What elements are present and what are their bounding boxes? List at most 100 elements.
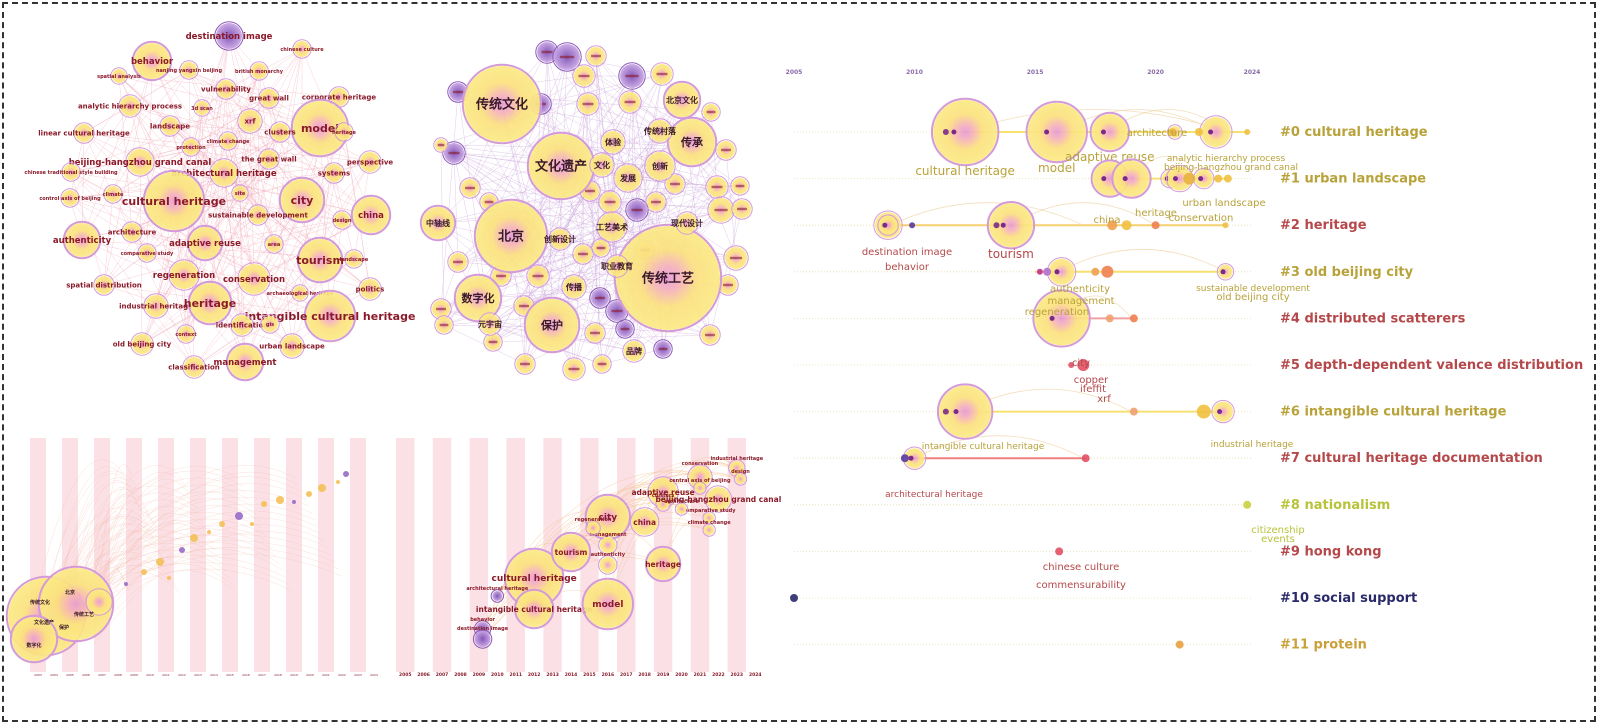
year-tick-label: 2016	[602, 672, 615, 678]
node-ring	[1216, 263, 1235, 281]
node-disc	[456, 276, 500, 320]
citation-link	[33, 459, 125, 605]
timezone-dot	[235, 512, 243, 520]
network-node-label: architectural heritage	[171, 169, 277, 179]
node-ring	[585, 520, 601, 536]
cluster-dot	[1214, 174, 1223, 183]
composite-figure: destination image chinese culture behavior…	[5, 21, 1583, 678]
network-node	[182, 355, 206, 379]
node-disc	[1167, 166, 1192, 191]
cluster-node-label: commensurability	[1036, 580, 1126, 591]
network-node-small-label	[436, 307, 446, 311]
node-disc	[591, 154, 613, 176]
network-link	[83, 132, 335, 174]
node-disc	[95, 276, 113, 294]
node-disc	[480, 314, 500, 334]
network-node	[209, 158, 239, 188]
network-node-small-label	[437, 143, 445, 147]
node-ring	[168, 259, 200, 291]
node-ring	[447, 251, 469, 273]
network-node-label: 3d scan	[191, 106, 213, 112]
node-disc	[694, 483, 705, 493]
year-tick-label: 2021	[322, 673, 330, 677]
node-ring	[176, 324, 196, 344]
node-ring	[675, 211, 699, 235]
cluster-node-center	[908, 455, 914, 461]
network-link	[453, 152, 664, 350]
node-disc	[190, 283, 230, 323]
node-disc	[211, 160, 237, 186]
node-disc	[232, 315, 252, 335]
network-node	[269, 121, 291, 143]
year-band	[432, 438, 452, 672]
network-node-label: analytic hierarchy process	[78, 102, 182, 110]
cluster-node-label: regeneration	[1025, 307, 1089, 318]
network-link	[227, 140, 275, 245]
cluster-node-label: beijing-hangzhou grand canal	[1164, 163, 1298, 173]
node-disc	[325, 164, 343, 182]
node-disc	[217, 80, 235, 98]
node-disc	[657, 498, 670, 510]
network-node-label: 保护	[540, 318, 563, 332]
network-node	[589, 152, 615, 178]
node-disc	[879, 216, 898, 235]
network-node-small-label	[578, 252, 588, 256]
network-link	[469, 187, 722, 211]
timezone-node-label: climate change	[688, 520, 732, 526]
node-disc	[260, 89, 278, 107]
network-node	[258, 148, 280, 170]
year-tick-label: 2008	[114, 673, 122, 677]
network-node-small-label	[714, 208, 728, 212]
cluster-node-center	[1100, 129, 1106, 135]
network-node	[303, 289, 357, 343]
node-ring	[344, 249, 364, 269]
cluster-arc	[1058, 248, 1226, 273]
network-node	[666, 116, 718, 168]
node-disc	[422, 207, 454, 239]
network-node-label: clusters	[264, 128, 295, 136]
node-ring	[181, 137, 201, 157]
year-tick-label: 2024	[749, 672, 762, 678]
cluster-node-label: urban landscape	[1182, 198, 1265, 209]
timezone-node	[550, 531, 592, 573]
node-disc	[12, 617, 56, 661]
cluster-node-center	[953, 409, 959, 415]
network-node-label: authenticity	[53, 236, 112, 246]
node-disc	[476, 201, 546, 271]
cluster-dot	[1129, 314, 1138, 323]
cluster-node-label: chinese culture	[1043, 562, 1120, 573]
node-disc	[624, 341, 644, 361]
network-link	[69, 105, 131, 199]
node-disc	[729, 461, 744, 475]
network-link	[239, 192, 243, 326]
cluster-node-label: events	[1261, 534, 1295, 545]
keyword-network-english: destination image chinese culture behavior…	[24, 21, 415, 382]
node-ring	[589, 287, 611, 309]
network-node-small-label	[670, 182, 680, 186]
cluster-dot	[1183, 172, 1196, 185]
network-node	[225, 342, 265, 382]
node-ring	[215, 78, 237, 100]
node-ring	[666, 116, 718, 168]
node-ring	[419, 204, 457, 242]
node-disc	[1213, 401, 1234, 422]
node-ring	[605, 254, 629, 278]
node-disc	[607, 256, 627, 276]
node-ring	[358, 277, 382, 301]
node-ring	[576, 92, 600, 116]
cluster-node	[1211, 399, 1235, 424]
node-disc	[65, 223, 99, 257]
node-disc	[216, 23, 242, 49]
axis-year-label: 2024	[1244, 69, 1261, 76]
network-node-small-label	[453, 90, 463, 94]
network-link	[523, 305, 526, 365]
cluster-node	[930, 97, 1000, 167]
node-ring	[9, 614, 59, 664]
timezone-node-label: behavior	[470, 617, 495, 623]
node-ring	[247, 204, 269, 226]
network-node-label: adaptive reuse	[169, 239, 241, 249]
year-tick-label: 2018	[274, 673, 282, 677]
network-node	[179, 60, 199, 80]
network-node	[358, 150, 382, 174]
